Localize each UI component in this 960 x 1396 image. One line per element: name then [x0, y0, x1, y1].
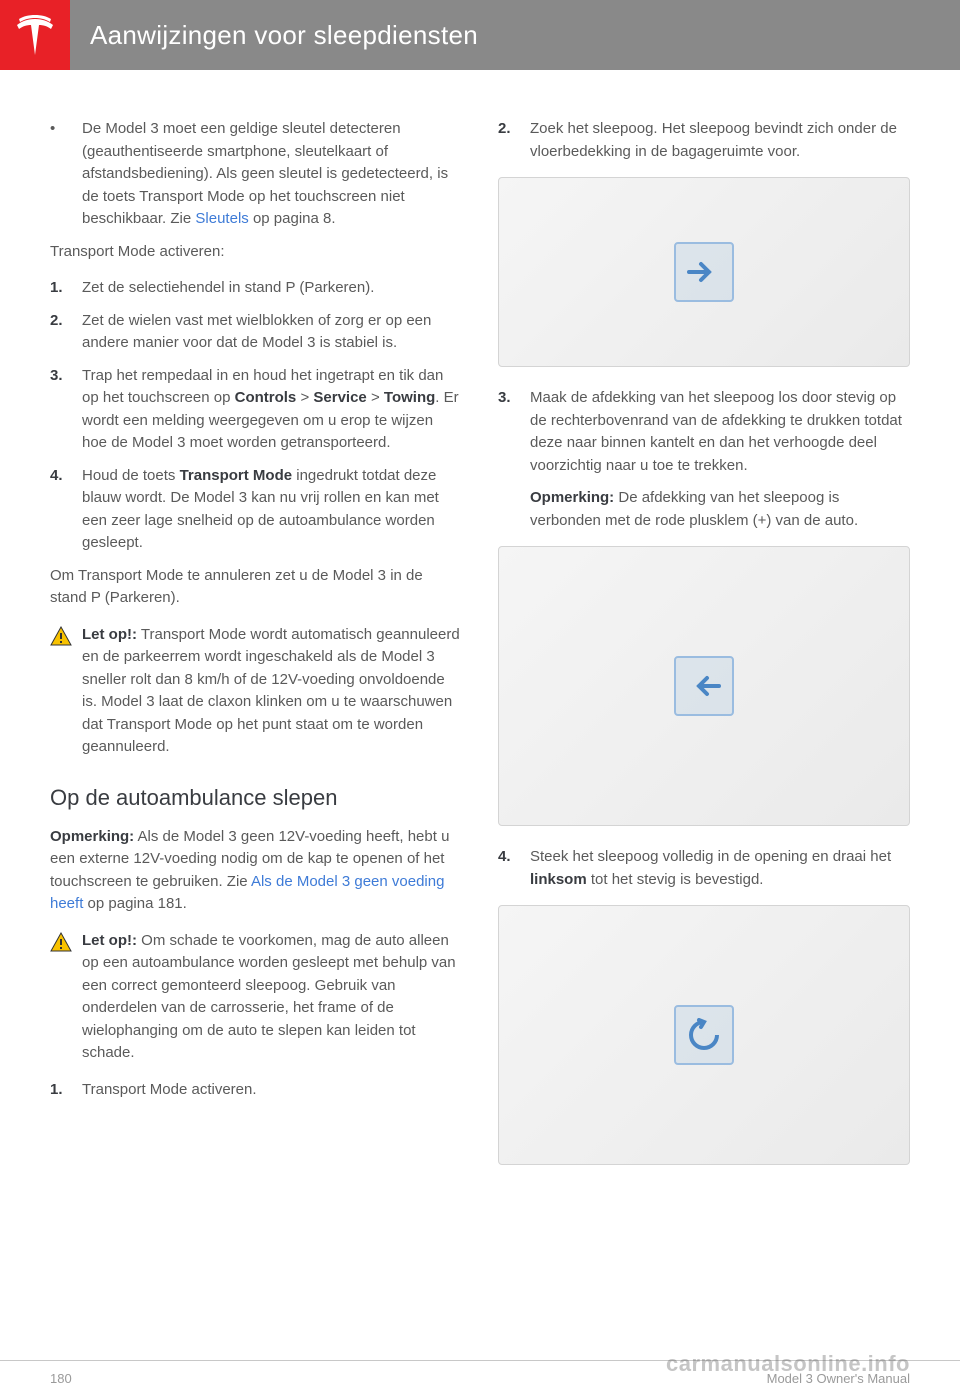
- ui-path: Towing: [384, 389, 435, 406]
- note-label: Opmerking:: [530, 489, 614, 506]
- figure-bumper-cover: [498, 546, 910, 826]
- warning-damage: Let op!: Om schade te voorkomen, mag de …: [50, 930, 462, 1065]
- page-footer: 180 Model 3 Owner's Manual: [0, 1360, 960, 1396]
- text: >: [367, 389, 384, 406]
- step-body: Houd de toets Transport Mode ingedrukt t…: [82, 465, 462, 555]
- bullet-key-detect: • De Model 3 moet een geldige sleutel de…: [50, 118, 462, 231]
- step-4: 4. Houd de toets Transport Mode ingedruk…: [50, 465, 462, 555]
- warning-label: Let op!:: [82, 932, 137, 949]
- text: Steek het sleepoog volledig in de openin…: [530, 848, 891, 865]
- step-number: 1.: [50, 1079, 82, 1102]
- text: Houd de toets: [82, 467, 180, 484]
- warning-icon: [50, 930, 82, 1065]
- arrow-icon: [674, 656, 734, 716]
- manual-title: Model 3 Owner's Manual: [767, 1369, 910, 1389]
- bold-term: linksom: [530, 871, 587, 888]
- note-label: Opmerking:: [50, 828, 134, 845]
- page-title: Aanwijzingen voor sleepdiensten: [90, 16, 478, 55]
- step-body: Trap het rempedaal in en houd het ingetr…: [82, 365, 462, 455]
- arrow-icon: [674, 242, 734, 302]
- text: tot het stevig is bevestigd.: [587, 871, 764, 888]
- para-activate: Transport Mode activeren:: [50, 241, 462, 264]
- warning-icon: [50, 624, 82, 759]
- step-number: 4.: [498, 846, 530, 891]
- step-body: Zet de selectiehendel in stand P (Parker…: [82, 277, 462, 300]
- section-heading: Op de autoambulance slepen: [50, 781, 462, 814]
- text: Om schade te voorkomen, mag de auto alle…: [82, 932, 456, 1062]
- link-sleutels[interactable]: Sleutels: [195, 210, 248, 227]
- page-header: Aanwijzingen voor sleepdiensten: [0, 0, 960, 70]
- warning-transport-cancel: Let op!: Transport Mode wordt automatisc…: [50, 624, 462, 759]
- step-body: Transport Mode activeren.: [82, 1079, 462, 1102]
- text: op pagina 181.: [83, 895, 186, 912]
- proc-step-1: 1. Transport Mode activeren.: [50, 1079, 462, 1102]
- rotate-icon: [674, 1005, 734, 1065]
- warning-body: Let op!: Transport Mode wordt automatisc…: [82, 624, 462, 759]
- step-2: 2. Zet de wielen vast met wielblokken of…: [50, 310, 462, 355]
- bullet-marker: •: [50, 118, 82, 231]
- page-number: 180: [50, 1369, 72, 1389]
- step-number: 3.: [50, 365, 82, 455]
- text: op pagina 8.: [249, 210, 336, 227]
- tesla-logo: [0, 0, 70, 70]
- step-body: Steek het sleepoog volledig in de openin…: [530, 846, 910, 891]
- text: Transport Mode wordt automatisch geannul…: [82, 626, 460, 756]
- step-number: 1.: [50, 277, 82, 300]
- proc-step-2: 2. Zoek het sleepoog. Het sleepoog bevin…: [498, 118, 910, 163]
- warning-body: Let op!: Om schade te voorkomen, mag de …: [82, 930, 462, 1065]
- content-columns: • De Model 3 moet een geldige sleutel de…: [0, 70, 960, 1330]
- ui-path: Service: [313, 389, 366, 406]
- note-12v: Opmerking: Als de Model 3 geen 12V-voedi…: [50, 826, 462, 916]
- bullet-body: De Model 3 moet een geldige sleutel dete…: [82, 118, 462, 231]
- tesla-t-icon: [17, 15, 53, 55]
- note-cover-plusklem: Opmerking: De afdekking van het sleepoog…: [498, 487, 910, 532]
- para-cancel: Om Transport Mode te annuleren zet u de …: [50, 565, 462, 610]
- bold-term: Transport Mode: [180, 467, 293, 484]
- step-body: Zet de wielen vast met wielblokken of zo…: [82, 310, 462, 355]
- step-1: 1. Zet de selectiehendel in stand P (Par…: [50, 277, 462, 300]
- step-number: 2.: [50, 310, 82, 355]
- step-body: Maak de afdekking van het sleepoog los d…: [530, 387, 910, 477]
- step-3: 3. Trap het rempedaal in en houd het ing…: [50, 365, 462, 455]
- warning-label: Let op!:: [82, 626, 137, 643]
- ui-path: Controls: [235, 389, 297, 406]
- figure-insert-tow-eye: [498, 905, 910, 1165]
- proc-step-3: 3. Maak de afdekking van het sleepoog lo…: [498, 387, 910, 477]
- proc-step-4: 4. Steek het sleepoog volledig in de ope…: [498, 846, 910, 891]
- step-body: Zoek het sleepoog. Het sleepoog bevindt …: [530, 118, 910, 163]
- text: >: [296, 389, 313, 406]
- step-number: 2.: [498, 118, 530, 163]
- step-number: 4.: [50, 465, 82, 555]
- step-number: 3.: [498, 387, 530, 477]
- figure-frunk-tow-eye: [498, 177, 910, 367]
